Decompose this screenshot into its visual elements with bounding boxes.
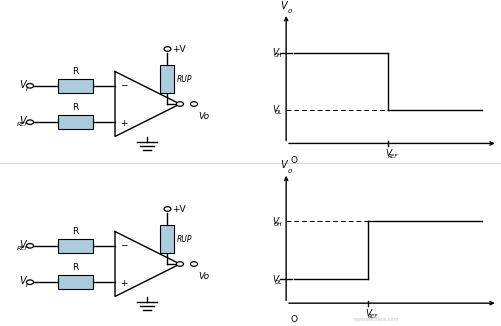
Text: V: V xyxy=(20,116,26,126)
Circle shape xyxy=(176,102,183,106)
Text: O: O xyxy=(290,156,297,165)
Text: REF: REF xyxy=(387,154,397,159)
Text: V: V xyxy=(279,1,286,11)
Text: +: + xyxy=(120,279,127,288)
Text: Vo: Vo xyxy=(197,272,209,281)
Bar xyxy=(58,115,92,129)
Text: REF: REF xyxy=(17,122,29,127)
Text: V: V xyxy=(20,240,26,250)
Text: R: R xyxy=(72,67,78,76)
Text: R: R xyxy=(72,103,78,112)
Circle shape xyxy=(164,207,171,211)
Text: OL: OL xyxy=(274,280,282,285)
Text: I: I xyxy=(26,84,29,93)
Circle shape xyxy=(190,102,197,106)
Circle shape xyxy=(27,244,34,248)
Text: V: V xyxy=(272,105,278,114)
Text: RUP: RUP xyxy=(176,234,191,244)
Circle shape xyxy=(27,280,34,285)
Text: o: o xyxy=(288,168,292,174)
Circle shape xyxy=(27,83,34,88)
Text: V: V xyxy=(365,309,371,318)
Text: Vo: Vo xyxy=(197,112,209,121)
Text: OL: OL xyxy=(274,110,282,115)
Text: V: V xyxy=(272,217,278,226)
Bar xyxy=(160,225,174,253)
Circle shape xyxy=(27,120,34,125)
Text: www.elecfans.com: www.elecfans.com xyxy=(353,317,398,322)
Text: R: R xyxy=(72,227,78,236)
Text: REF: REF xyxy=(17,246,29,251)
Text: −: − xyxy=(120,240,127,249)
Text: V: V xyxy=(20,80,26,90)
Circle shape xyxy=(176,262,183,266)
Text: +V: +V xyxy=(172,204,186,214)
Text: +: + xyxy=(120,119,127,128)
Text: RUP: RUP xyxy=(176,75,191,83)
Text: V: V xyxy=(272,49,278,57)
Text: o: o xyxy=(288,8,292,14)
Text: REF: REF xyxy=(367,314,378,319)
Text: OH: OH xyxy=(273,222,282,227)
Text: V: V xyxy=(20,276,26,286)
Bar xyxy=(58,275,92,289)
Bar xyxy=(58,239,92,253)
Text: +V: +V xyxy=(172,45,186,53)
Text: V: V xyxy=(272,274,278,284)
Text: V: V xyxy=(279,160,286,170)
Text: OH: OH xyxy=(273,53,282,58)
Bar xyxy=(160,65,174,93)
Text: −: − xyxy=(120,80,127,89)
Text: O: O xyxy=(290,315,297,324)
Text: I: I xyxy=(26,280,29,289)
Text: R: R xyxy=(72,263,78,272)
Circle shape xyxy=(164,47,171,51)
Bar xyxy=(58,79,92,93)
Circle shape xyxy=(190,262,197,266)
Text: V: V xyxy=(384,149,390,158)
